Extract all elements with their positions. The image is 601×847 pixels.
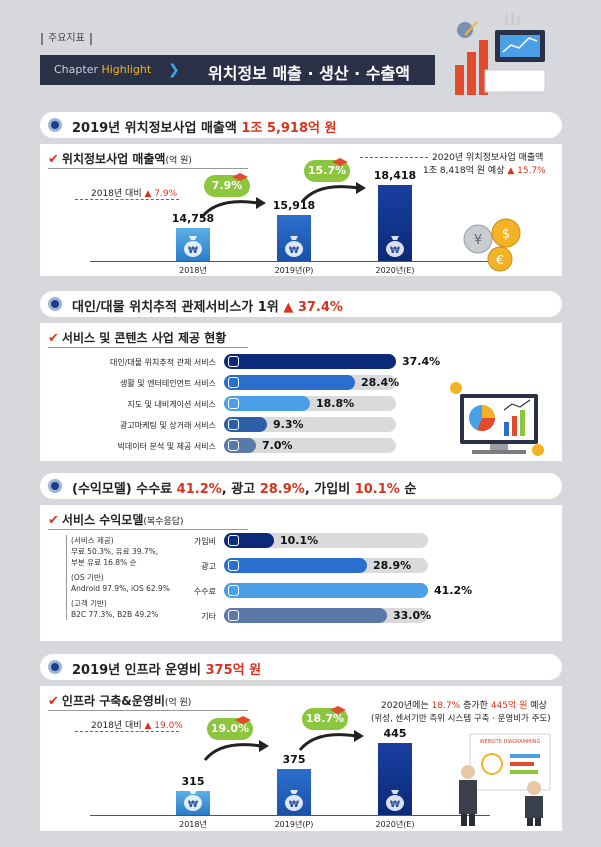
check-icon: ✔ [48,331,59,346]
s1-growth-note: 2018년 대비 ▲ 7.9% [91,189,178,199]
section4-heading-bar: 2019년 인프라 운영비 375억 원 [40,654,562,680]
section3-heading-bar: (수익모델) 수수료 41.2%, 광고 28.9%, 가입비 10.1% 순 [40,473,562,499]
section3-subtitle: ✔ 서비스 수익모델(복수응답) [48,513,184,528]
bullet-dot-icon [48,118,62,132]
s1-forecast-line2: 1조 8,418억 원 예상 ▲ 15.7% [423,166,546,176]
bullet-dot-icon [48,479,62,493]
section-tag: 주요지표 [41,33,92,45]
chapter-banner: Chapter Highlight ❯ 위치정보 매출 · 생산 · 수출액 [40,55,435,85]
section2-subtitle: ✔ 서비스 및 콘텐츠 사업 제공 현황 [48,331,227,346]
s4-growth-note: 2018년 대비 ▲ 19.0% [91,721,183,731]
chevron-right-icon: ❯ [168,62,180,78]
check-icon: ✔ [48,152,59,167]
monitor-analytics-icon [450,382,544,456]
s1-forecast-line1: 2020년 위치정보사업 매출액 [432,153,544,163]
section1-subtitle: ✔ 위치정보사업 매출액(억 원) [48,152,192,167]
svg-text:€: € [496,253,504,267]
check-icon: ✔ [48,694,59,709]
section3-heading: (수익모델) 수수료 41.2%, 광고 28.9%, 가입비 10.1% 순 [72,482,417,497]
s4-forecast-line1: 2020년에는 18.7% 증가한 445억 원 예상 [381,701,547,711]
check-icon: ✔ [48,513,59,528]
s4-forecast-line2: (위성, 센서기반 측위 시스템 구축 · 운영비가 주도) [371,714,551,724]
section1-heading-bar: 2019년 위치정보사업 매출액 1조 5,918억 원 [40,112,562,138]
section1-heading: 2019년 위치정보사업 매출액 1조 5,918억 원 [72,121,337,136]
bullet-dot-icon [48,297,62,311]
board-text: WEBSITE DIAGRAMMING [480,739,541,745]
section4-heading: 2019년 인프라 운영비 375억 원 [72,663,262,678]
chapter-label: Chapter Highlight [54,63,152,76]
presentation-people-icon: WEBSITE DIAGRAMMING [459,733,551,826]
chart-illustration-icon [455,12,546,95]
svg-text:$: $ [502,227,510,242]
section2-heading: 대인/대물 위치추적 관제서비스가 1위 ▲ 37.4% [72,300,343,315]
s3-side-notes: (서비스 제공) 무료 50.3%, 유료 39.7%, 부분 유료 16.8%… [66,535,186,620]
page-title: 위치정보 매출 · 생산 · 수출액 [208,64,410,83]
section4-subtitle: ✔ 인프라 구축&운영비(억 원) [48,694,192,709]
bullet-dot-icon [48,660,62,674]
coins-icon: ¥ $ € [463,218,521,272]
svg-text:¥: ¥ [474,233,482,248]
section2-heading-bar: 대인/대물 위치추적 관제서비스가 1위 ▲ 37.4% [40,291,562,317]
